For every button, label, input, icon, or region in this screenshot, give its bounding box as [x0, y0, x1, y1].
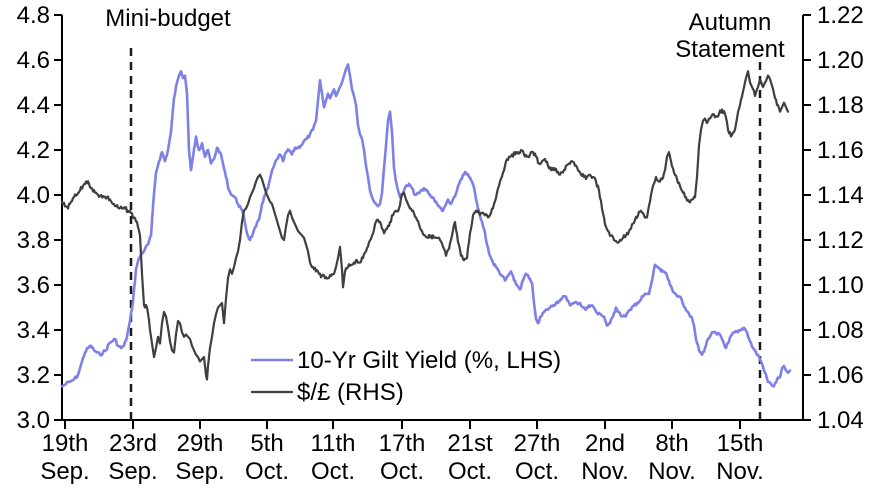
- autumn-statement-label: Autumn: [689, 9, 772, 36]
- x-axis-tick-label-day: 17th: [379, 430, 426, 457]
- left-axis-tick-label: 4.0: [17, 182, 50, 209]
- x-axis-tick-label-day: 5th: [250, 430, 283, 457]
- x-axis-tick-label-day: 8th: [655, 430, 688, 457]
- right-axis-tick-label: 1.08: [817, 317, 864, 344]
- x-axis-tick-label-day: 29th: [177, 430, 224, 457]
- x-axis-tick-label-day: 23rd: [109, 430, 157, 457]
- x-axis-tick-label-month: Nov.: [581, 458, 629, 485]
- x-axis-tick-label-month: Oct.: [448, 458, 492, 485]
- cable-legend-label: $/£ (RHS): [297, 379, 404, 406]
- left-axis-tick-label: 3.0: [17, 407, 50, 434]
- left-axis-tick-label: 3.6: [17, 272, 50, 299]
- left-axis-tick-label: 3.4: [17, 317, 50, 344]
- x-axis-tick-label-day: 27th: [514, 430, 561, 457]
- right-axis-tick-label: 1.04: [817, 407, 864, 434]
- x-axis-tick-label-month: Oct.: [311, 458, 355, 485]
- x-axis-tick-label-day: 21st: [447, 430, 493, 457]
- x-axis-tick-label-month: Sep.: [40, 458, 89, 485]
- left-axis-tick-label: 4.2: [17, 137, 50, 164]
- right-axis-tick-label: 1.18: [817, 92, 864, 119]
- x-axis-tick-label-month: Oct.: [380, 458, 424, 485]
- x-axis-tick-label-day: 15th: [717, 430, 764, 457]
- x-axis-tick-label-month: Nov.: [648, 458, 696, 485]
- autumn-statement-label: Statement: [675, 36, 785, 63]
- x-axis-tick-label-day: 19th: [42, 430, 89, 457]
- gilt-legend-label: 10-Yr Gilt Yield (%, LHS): [297, 347, 561, 374]
- right-axis-tick-label: 1.06: [817, 362, 864, 389]
- cable-line: [60, 70, 790, 381]
- left-axis-tick-label: 4.8: [17, 2, 50, 29]
- right-axis-tick-label: 1.14: [817, 182, 864, 209]
- right-axis-tick-label: 1.22: [817, 2, 864, 29]
- x-axis-tick-label-month: Oct.: [515, 458, 559, 485]
- right-axis-tick-label: 1.16: [817, 137, 864, 164]
- x-axis-tick-label-month: Oct.: [245, 458, 289, 485]
- gilt-yield-line: [60, 63, 792, 388]
- x-axis-tick-label-month: Nov.: [716, 458, 764, 485]
- left-axis-tick-label: 4.4: [17, 92, 50, 119]
- x-axis-tick-label-month: Sep.: [108, 458, 157, 485]
- x-axis-tick-label-month: Sep.: [175, 458, 224, 485]
- left-axis-tick-label: 3.8: [17, 227, 50, 254]
- right-axis-tick-label: 1.20: [817, 47, 864, 74]
- x-axis-tick-label-day: 2nd: [585, 430, 625, 457]
- mini-budget-label: Mini-budget: [105, 5, 231, 32]
- left-axis-tick-label: 4.6: [17, 47, 50, 74]
- x-axis-tick-label-day: 11th: [311, 430, 356, 457]
- right-axis-tick-label: 1.10: [817, 272, 864, 299]
- left-axis-tick-label: 3.2: [17, 362, 50, 389]
- right-axis-tick-label: 1.12: [817, 227, 864, 254]
